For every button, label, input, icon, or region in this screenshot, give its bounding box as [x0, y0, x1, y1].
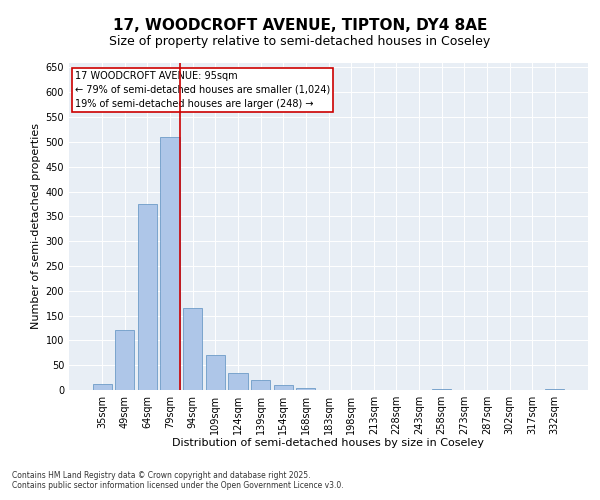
Bar [274, 385, 293, 390]
Bar [206, 356, 225, 390]
Y-axis label: Number of semi-detached properties: Number of semi-detached properties [31, 123, 41, 329]
Text: 17 WOODCROFT AVENUE: 95sqm
← 79% of semi-detached houses are smaller (1,024)
19%: 17 WOODCROFT AVENUE: 95sqm ← 79% of semi… [75, 70, 331, 108]
Bar [251, 380, 270, 390]
Bar [545, 389, 565, 390]
Bar [296, 388, 316, 390]
Bar [160, 137, 180, 390]
Text: Contains HM Land Registry data © Crown copyright and database right 2025.
Contai: Contains HM Land Registry data © Crown c… [12, 470, 344, 490]
Bar [183, 308, 202, 390]
Bar [138, 204, 157, 390]
Bar [229, 372, 248, 390]
Bar [432, 389, 451, 390]
Text: Size of property relative to semi-detached houses in Coseley: Size of property relative to semi-detach… [109, 35, 491, 48]
X-axis label: Distribution of semi-detached houses by size in Coseley: Distribution of semi-detached houses by … [173, 438, 485, 448]
Bar [115, 330, 134, 390]
Bar [92, 384, 112, 390]
Text: 17, WOODCROFT AVENUE, TIPTON, DY4 8AE: 17, WOODCROFT AVENUE, TIPTON, DY4 8AE [113, 18, 487, 32]
